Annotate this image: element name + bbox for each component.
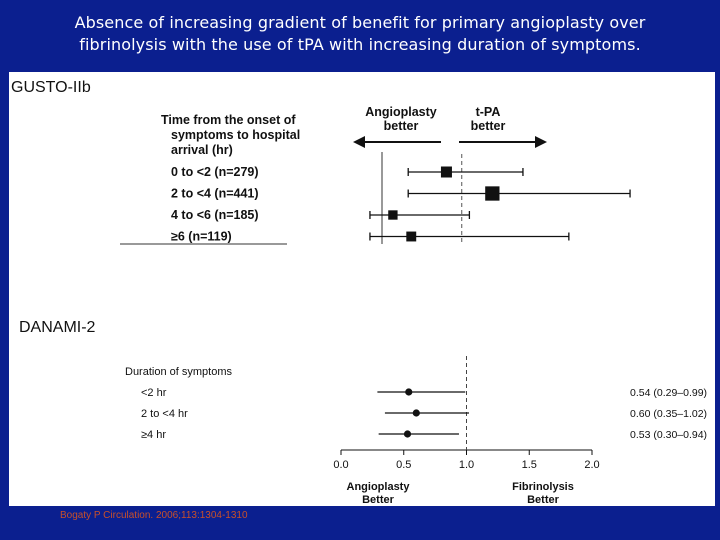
figure-panel: GUSTO-IIb Time from the onset of symptom… (9, 72, 715, 506)
gusto-row-label: ≥6 (n=119) (171, 230, 232, 244)
gusto-left-label-line-1: Angioplasty (365, 105, 437, 119)
danami-point-estimate (405, 388, 413, 396)
gusto-left-label-line-2: better (384, 119, 419, 133)
gusto-forest-plot: 0 to <2 (n=279) 2 to <4 (n=441) 4 to <6 (n… (171, 154, 631, 244)
danami-x-tick-label: 1.5 (522, 459, 537, 471)
gusto-row-label: 2 to <4 (n=441) (171, 187, 259, 201)
danami-row-value: 0.60 (0.35–1.02) (630, 408, 707, 420)
slide-title: Absence of increasing gradient of benefi… (0, 12, 720, 56)
danami-left-label-line-1: Angioplasty (347, 481, 411, 493)
gusto-left-arrow (353, 136, 441, 148)
forest-plots: GUSTO-IIb Time from the onset of symptom… (11, 79, 707, 506)
danami-header: Duration of symptoms (125, 366, 232, 378)
danami-row-label: 2 to <4 hr (141, 408, 188, 420)
gusto-header-line-1: Time from the onset of (161, 113, 296, 127)
danami-row-value: 0.54 (0.29–0.99) (630, 387, 707, 399)
gusto-header-line-2: symptoms to hospital (171, 128, 300, 142)
danami-forest-plot: 0.0 0.5 1.0 1.5 2.0 <2 hr 0.54 (0.29–0.99) 2 to… (141, 356, 707, 471)
gusto-right-label-line-2: better (471, 119, 506, 133)
slide-title-line-2: fibrinolysis with the use of tPA with in… (79, 35, 641, 54)
gusto-point-estimate (388, 210, 398, 220)
gusto-right-arrow (459, 136, 547, 148)
danami-right-label-line-1: Fibrinolysis (512, 481, 574, 493)
danami-x-tick-label: 0.0 (333, 459, 348, 471)
gusto-point-estimate (440, 166, 452, 178)
gusto-row-label: 0 to <2 (n=279) (171, 165, 259, 179)
danami-row-value: 0.53 (0.30–0.94) (630, 429, 707, 441)
danami-row-label: ≥4 hr (141, 429, 166, 441)
danami-x-tick-label: 1.0 (459, 459, 474, 471)
citation: Bogaty P Circulation. 2006;113:1304-1310 (60, 510, 248, 521)
gusto-row-label: 4 to <6 (n=185) (171, 208, 259, 222)
gusto-right-label-line-1: t-PA (476, 105, 501, 119)
danami-right-label-line-2: Better (527, 494, 560, 506)
danami-x-tick-label: 2.0 (584, 459, 599, 471)
gusto-point-estimate (485, 186, 500, 201)
gusto-title: GUSTO-IIb (11, 79, 91, 96)
danami-point-estimate (403, 430, 412, 438)
gusto-header-line-3: arrival (hr) (171, 143, 233, 157)
slide-title-line-1: Absence of increasing gradient of benefi… (74, 13, 646, 32)
gusto-point-estimate (406, 231, 417, 242)
danami-x-tick-label: 0.5 (396, 459, 411, 471)
danami-point-estimate (412, 409, 420, 417)
danami-row-label: <2 hr (141, 387, 167, 399)
danami-left-label-line-2: Better (362, 494, 395, 506)
danami-title: DANAMI-2 (19, 319, 96, 336)
